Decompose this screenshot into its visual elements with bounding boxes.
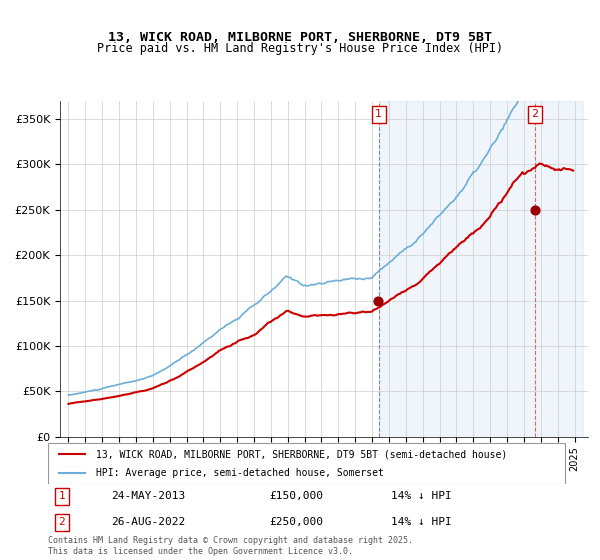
Text: 14% ↓ HPI: 14% ↓ HPI (391, 517, 452, 528)
Text: £150,000: £150,000 (270, 491, 324, 501)
FancyBboxPatch shape (48, 444, 565, 483)
Text: 24-MAY-2013: 24-MAY-2013 (112, 491, 185, 501)
Text: Contains HM Land Registry data © Crown copyright and database right 2025.
This d: Contains HM Land Registry data © Crown c… (48, 536, 413, 556)
Text: 13, WICK ROAD, MILBORNE PORT, SHERBORNE, DT9 5BT: 13, WICK ROAD, MILBORNE PORT, SHERBORNE,… (108, 31, 492, 44)
Text: 14% ↓ HPI: 14% ↓ HPI (391, 491, 452, 501)
Text: 26-AUG-2022: 26-AUG-2022 (112, 517, 185, 528)
Text: £250,000: £250,000 (270, 517, 324, 528)
Point (374, 296, 383, 305)
Text: HPI: Average price, semi-detached house, Somerset: HPI: Average price, semi-detached house,… (95, 468, 383, 478)
Text: Price paid vs. HM Land Registry's House Price Index (HPI): Price paid vs. HM Land Registry's House … (97, 42, 503, 55)
Text: 2: 2 (59, 517, 65, 528)
Text: 1: 1 (376, 109, 382, 119)
Text: 1: 1 (59, 491, 65, 501)
Bar (379, 101, 583, 437)
Point (530, 206, 539, 214)
Text: 13, WICK ROAD, MILBORNE PORT, SHERBORNE, DT9 5BT (semi-detached house): 13, WICK ROAD, MILBORNE PORT, SHERBORNE,… (95, 449, 507, 459)
Text: 2: 2 (532, 109, 538, 119)
